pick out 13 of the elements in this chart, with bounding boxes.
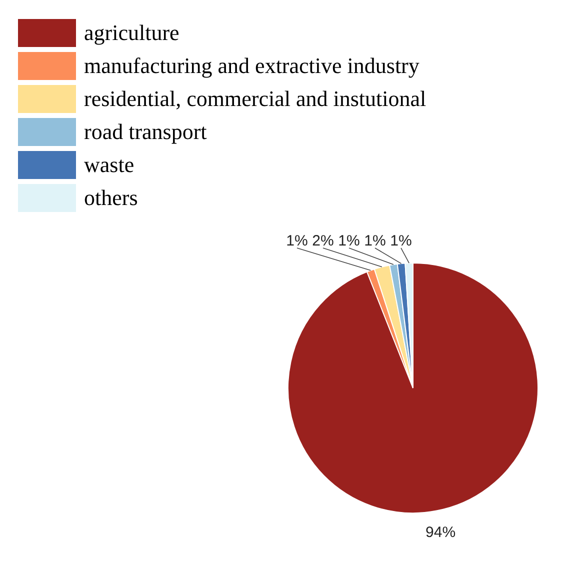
legend-label: others — [84, 184, 138, 210]
legend-label: waste — [84, 152, 134, 178]
pie-slice — [288, 262, 538, 514]
data-label: 2% — [312, 232, 334, 250]
data-label: 1% — [338, 232, 360, 250]
data-label: 94% — [426, 524, 456, 541]
data-label: 1% — [286, 232, 308, 250]
data-label: 1% — [364, 232, 386, 250]
data-label: 1% — [390, 232, 412, 250]
legend-label: residential, commercial and instutional — [84, 86, 426, 112]
legend-label: road transport — [84, 118, 207, 144]
legend-label: agriculture — [84, 20, 180, 46]
legend-label: manufacturing and extractive industry — [84, 52, 420, 78]
